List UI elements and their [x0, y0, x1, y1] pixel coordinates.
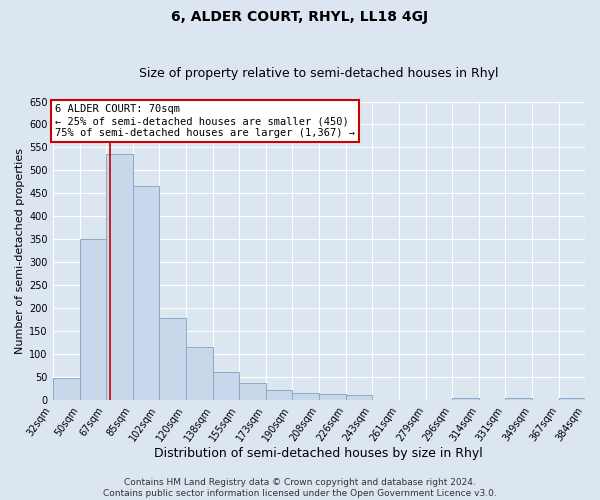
Bar — [186, 347, 213, 400]
X-axis label: Distribution of semi-detached houses by size in Rhyl: Distribution of semi-detached houses by … — [154, 447, 483, 460]
Y-axis label: Number of semi-detached properties: Number of semi-detached properties — [15, 148, 25, 354]
Text: Contains HM Land Registry data © Crown copyright and database right 2024.
Contai: Contains HM Land Registry data © Crown c… — [103, 478, 497, 498]
Bar — [80, 240, 106, 400]
Text: 6, ALDER COURT, RHYL, LL18 4GJ: 6, ALDER COURT, RHYL, LL18 4GJ — [172, 10, 428, 24]
Bar — [213, 372, 239, 400]
Bar — [452, 398, 479, 400]
Bar — [239, 383, 266, 400]
Text: 6 ALDER COURT: 70sqm
← 25% of semi-detached houses are smaller (450)
75% of semi: 6 ALDER COURT: 70sqm ← 25% of semi-detac… — [55, 104, 355, 138]
Bar — [106, 154, 133, 400]
Bar — [292, 393, 319, 400]
Bar — [53, 378, 80, 400]
Bar — [319, 394, 346, 400]
Bar — [158, 318, 186, 400]
Bar — [266, 390, 292, 400]
Bar — [505, 398, 532, 400]
Bar — [346, 396, 372, 400]
Bar — [133, 186, 158, 400]
Bar — [559, 398, 585, 400]
Title: Size of property relative to semi-detached houses in Rhyl: Size of property relative to semi-detach… — [139, 66, 499, 80]
